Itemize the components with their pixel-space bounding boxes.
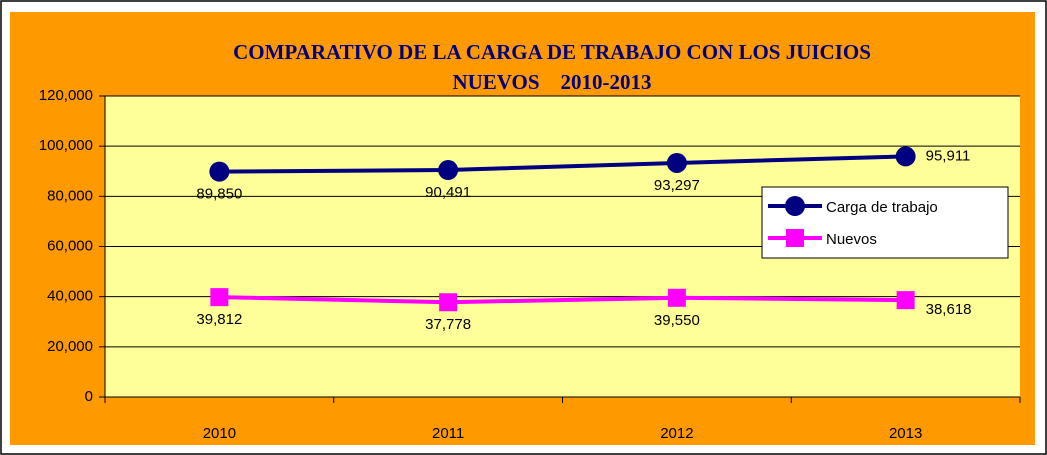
data-label: 93,297 [654, 177, 700, 194]
legend-marker [785, 196, 805, 216]
x-tick-label: 2013 [889, 425, 922, 442]
legend-label: Nuevos [826, 231, 877, 248]
legend-label: Carga de trabajo [826, 199, 938, 216]
marker [896, 291, 915, 310]
chart-title: NUEVOS 2010-2013 [452, 70, 651, 94]
legend-box [761, 186, 1009, 259]
y-tick-label: 0 [85, 388, 93, 405]
marker [438, 160, 459, 181]
data-label: 38,618 [926, 301, 972, 318]
data-label: 39,812 [196, 311, 242, 328]
marker [666, 152, 687, 173]
series-line [219, 295, 906, 305]
data-label: 39,550 [654, 312, 700, 329]
marker [667, 288, 686, 307]
data-label: 95,911 [926, 147, 971, 164]
data-label: 89,850 [196, 186, 242, 203]
legend-marker [786, 229, 804, 247]
y-tick-label: 40,000 [47, 288, 93, 305]
series-line [219, 154, 906, 174]
y-tick-label: 20,000 [47, 338, 93, 355]
y-tick-label: 80,000 [47, 187, 93, 204]
data-label: 90,491 [425, 184, 471, 201]
marker [210, 288, 229, 307]
chart-title: COMPARATIVO DE LA CARGA DE TRABAJO CON L… [233, 40, 871, 64]
x-tick-label: 2012 [660, 425, 693, 442]
y-tick-label: 100,000 [39, 137, 93, 154]
marker [209, 161, 230, 182]
marker [895, 146, 916, 167]
data-label: 37,778 [425, 316, 471, 333]
x-tick-label: 2010 [203, 425, 236, 442]
marker [439, 293, 458, 312]
y-tick-label: 60,000 [47, 237, 93, 254]
y-tick-label: 120,000 [39, 87, 93, 104]
x-tick-label: 2011 [432, 425, 464, 442]
